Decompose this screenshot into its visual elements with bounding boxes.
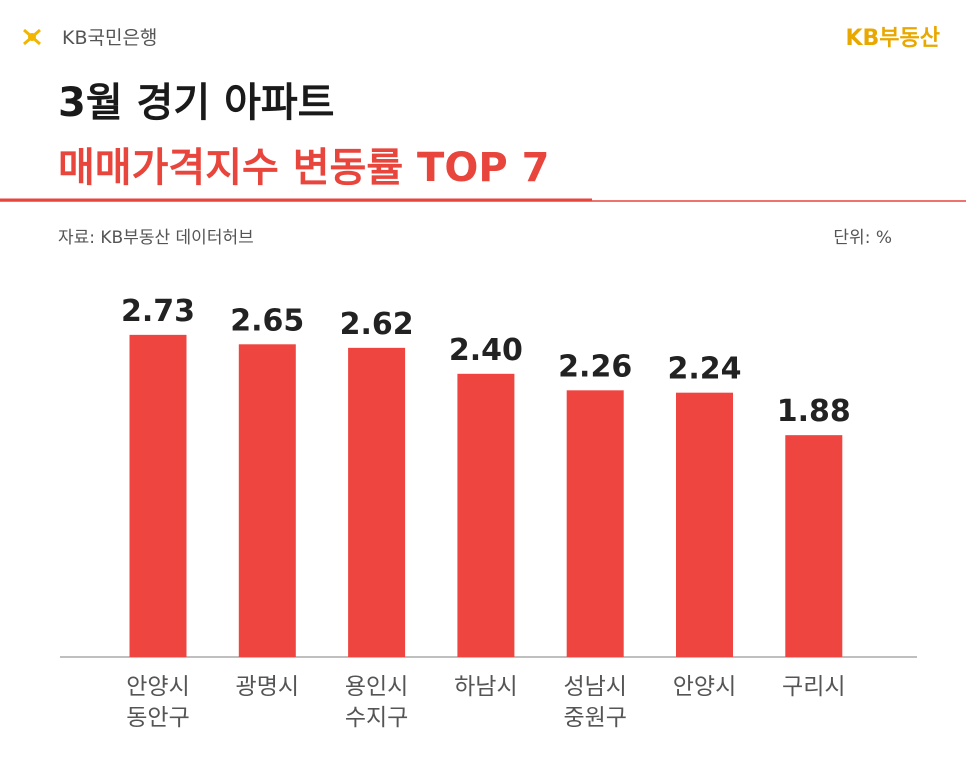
x-tick-label: 안양시 동안구 [126, 674, 190, 731]
value-label: 1.88 [777, 394, 851, 429]
unit: 단위: % [833, 228, 892, 248]
source: 자료: KB부동산 데이터허브 [58, 228, 254, 248]
value-label: 2.26 [558, 349, 632, 384]
chart-title: 3월 경기 아파트 [58, 80, 334, 126]
value-label: 2.65 [230, 303, 304, 338]
bar [457, 373, 515, 657]
x-tick-label: 광명시 [235, 674, 300, 700]
bar [238, 344, 296, 657]
chart-subtitle: 매매가격지수 변동률 TOP 7 [58, 145, 549, 191]
value-label: 2.62 [340, 307, 414, 342]
x-tick-label: 용인시 수지구 [344, 674, 409, 731]
bar [129, 334, 187, 657]
x-tick-label: 구리시 [782, 674, 846, 700]
logo-text: KB국민은행 [62, 27, 157, 49]
bar [566, 390, 624, 657]
x-tick-label: 하남시 [454, 674, 518, 700]
bar [348, 347, 406, 657]
x-tick-label: 안양시 [672, 674, 737, 700]
brand: KB부동산 [845, 26, 940, 51]
bar [676, 392, 733, 657]
value-label: 2.24 [667, 352, 741, 387]
value-label: 2.73 [121, 294, 195, 329]
logo-mark [23, 28, 41, 46]
x-tick-label: 성남시 중원구 [563, 674, 627, 731]
bar [785, 435, 843, 657]
value-label: 2.40 [449, 333, 523, 368]
